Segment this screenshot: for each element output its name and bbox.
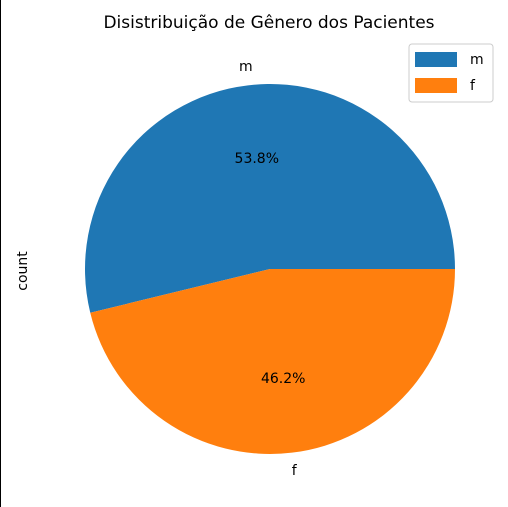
pie-slice-f [90, 269, 455, 454]
percent-label-m: 53.8% [235, 151, 279, 167]
legend-label-f: f [470, 78, 476, 94]
legend-label-m: m [470, 52, 484, 68]
slice-label-f: f [292, 463, 298, 479]
slice-label-m: m [239, 59, 253, 75]
y-axis-label: count [15, 251, 31, 291]
legend-swatch-m [415, 52, 457, 67]
pie-labels: m 53.8% f 46.2% [235, 59, 306, 479]
percent-label-f: 46.2% [261, 371, 305, 387]
legend-swatch-f [415, 78, 457, 93]
legend: mf [408, 43, 494, 103]
pie-slices [84, 84, 455, 454]
pie-slice-m [84, 84, 455, 313]
chart-title: Disistribuição de Gênero dos Pacientes [103, 13, 434, 33]
